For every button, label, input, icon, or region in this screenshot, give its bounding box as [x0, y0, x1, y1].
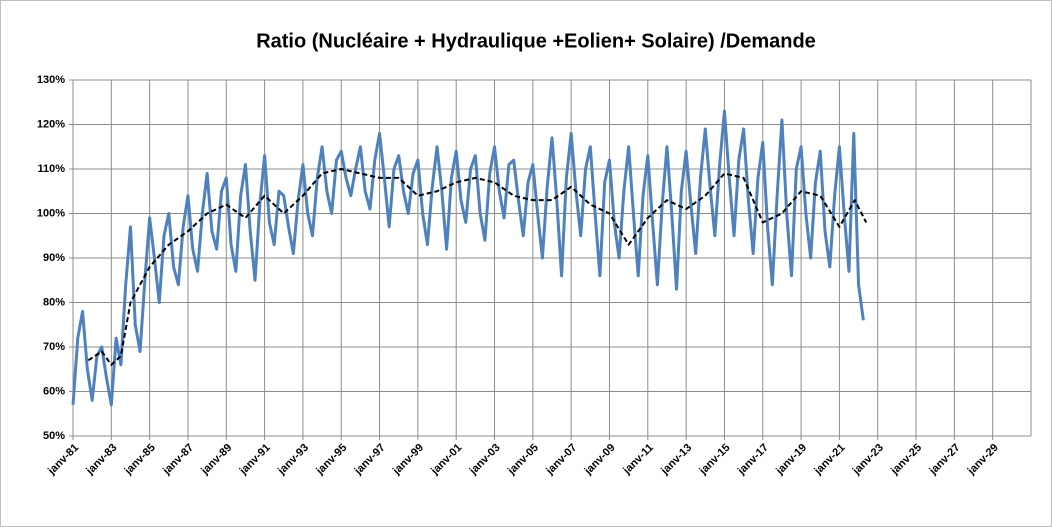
y-tick-label: 100%: [37, 207, 65, 219]
moving-average-line: [87, 168, 868, 366]
y-tick-label: 70%: [43, 341, 65, 353]
y-tick-label: 120%: [37, 118, 65, 130]
y-tick-label: 50%: [43, 430, 65, 442]
y-tick-label: 90%: [43, 252, 65, 264]
y-tick-label: 110%: [37, 163, 65, 175]
y-tick-label: 80%: [43, 296, 65, 308]
y-tick-label: 130%: [37, 74, 65, 86]
chart-title: Ratio (Nucléaire + Hydraulique +Eolien+ …: [256, 30, 816, 52]
ratio-line: [71, 109, 865, 407]
y-tick-label: 60%: [43, 385, 65, 397]
